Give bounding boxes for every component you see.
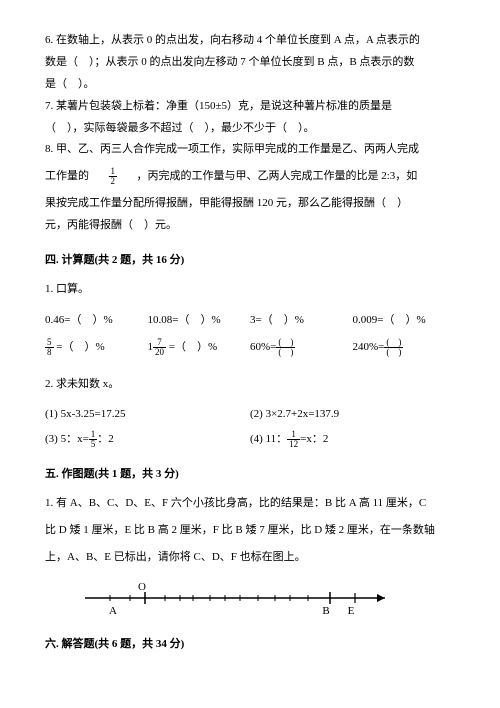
calc-row1: 0.46=（ ）% 10.08=（ ）% 3=（ ）% 0.009=（ ）% bbox=[45, 310, 455, 331]
section5-title: 五. 作图题(共 1 题，共 3 分) bbox=[45, 464, 455, 485]
r1c1: 0.46=（ ）% bbox=[45, 310, 148, 331]
q8-frac: 1 2 bbox=[109, 167, 118, 186]
q6-line3: 是（ ）。 bbox=[45, 74, 455, 95]
q8-line3: 果按完成工作量分配所得报酬，甲能得报酬 120 元，那么乙能得报酬（ ） bbox=[45, 193, 455, 214]
section6-title: 六. 解答题(共 6 题，共 34 分) bbox=[45, 634, 455, 655]
r1c4: 0.009=（ ）% bbox=[353, 310, 456, 331]
svg-text:E: E bbox=[348, 605, 355, 617]
q6-line1: 6. 在数轴上，从表示 0 的点出发，向右移动 4 个单位长度到 A 点，A 点… bbox=[45, 30, 455, 51]
eq1: (1) 5x-3.25=17.25 bbox=[45, 404, 250, 425]
svg-text:O: O bbox=[138, 581, 146, 593]
svg-text:B: B bbox=[322, 605, 329, 617]
q8-line2: 工作量的 1 2 ，丙完成的工作量与甲、乙两人完成工作量的比是 2:3，如 bbox=[45, 166, 455, 187]
section4-title: 四. 计算题(共 2 题，共 16 分) bbox=[45, 250, 455, 271]
q8-l2b: ，丙完成的工作量与甲、乙两人完成工作量的比是 2:3，如 bbox=[137, 170, 418, 182]
sec5-l3: 上，A、B、E 已标出，请你将 C、D、F 也标在图上。 bbox=[45, 547, 455, 568]
q8-line1: 8. 甲、乙、丙三人合作完成一项工作，实际甲完成的工作量是乙、丙两人完成 bbox=[45, 139, 455, 160]
q8-line4: 元，丙能得报酬（ ）元。 bbox=[45, 215, 455, 236]
eq-row2: (3) 5：x=15：2 (4) 11：112=x：2 bbox=[45, 429, 455, 450]
number-line: O A B E bbox=[75, 578, 455, 628]
r1c2: 10.08=（ ）% bbox=[148, 310, 251, 331]
sec4-q1: 1. 口算。 bbox=[45, 279, 455, 300]
svg-text:A: A bbox=[109, 605, 117, 617]
r2c2: 1720 =（ ）% bbox=[148, 337, 251, 358]
calc-row2: 58 =（ ）% 1720 =（ ）% 60%=( )( ) 240%=( )(… bbox=[45, 337, 455, 358]
r1c3: 3=（ ）% bbox=[250, 310, 353, 331]
sec4-q2: 2. 求未知数 x。 bbox=[45, 374, 455, 395]
r2c4: 240%=( )( ) bbox=[353, 337, 456, 358]
q7-line2: （ ），实际每袋最多不超过（ ），最少不少于（ ）。 bbox=[45, 118, 455, 139]
q6-line2: 数是（ ）；从表示 0 的点出发向左移动 7 个单位长度到 B 点，B 点表示的… bbox=[45, 52, 455, 73]
r2c1: 58 =（ ）% bbox=[45, 337, 148, 358]
eq3: (3) 5：x=15：2 bbox=[45, 429, 250, 450]
eq4: (4) 11：112=x：2 bbox=[250, 429, 455, 450]
r2c3: 60%=( )( ) bbox=[250, 337, 353, 358]
sec5-l1: 1. 有 A、B、C、D、E、F 六个小孩比身高，比的结果是：B 比 A 高 1… bbox=[45, 493, 455, 514]
q8-l2a: 工作量的 bbox=[45, 170, 89, 182]
q7-line1: 7. 某薯片包装袋上标着：净重（150±5）克，是说这种薯片标准的质量是 bbox=[45, 96, 455, 117]
eq2: (2) 3×2.7+2x=137.9 bbox=[250, 404, 455, 425]
eq-row1: (1) 5x-3.25=17.25 (2) 3×2.7+2x=137.9 bbox=[45, 404, 455, 425]
sec5-l2: 比 D 矮 1 厘米，E 比 B 高 2 厘米，F 比 B 矮 7 厘米，比 D… bbox=[45, 520, 455, 541]
